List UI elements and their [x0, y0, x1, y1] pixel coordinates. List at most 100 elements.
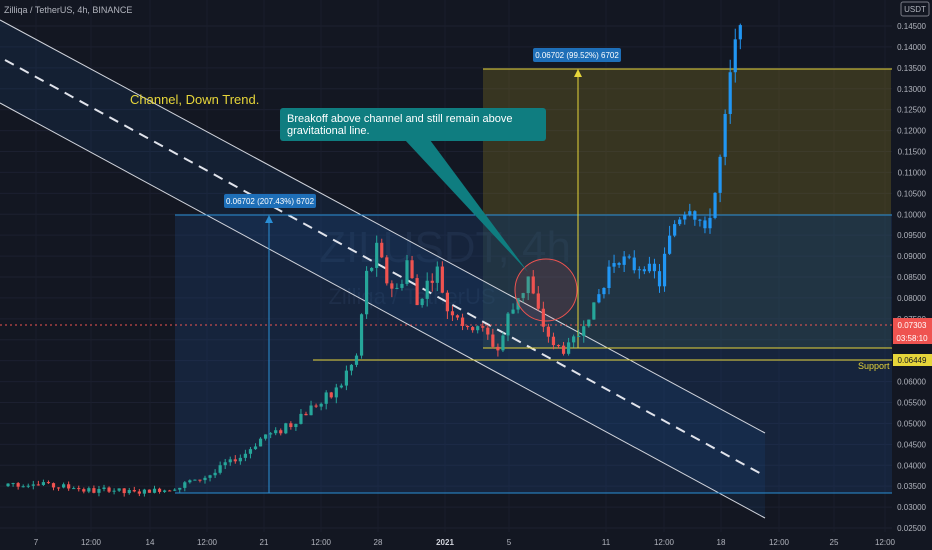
candle-body	[511, 309, 515, 314]
channel-lower-line[interactable]	[0, 102, 766, 519]
candle-body	[344, 370, 348, 386]
countdown-tag	[893, 332, 932, 344]
candle-body	[163, 490, 167, 492]
price-axis[interactable]	[892, 0, 932, 550]
breakout-highlight-circle[interactable]	[514, 258, 578, 322]
measure-label-2-bg	[533, 48, 621, 62]
price-tick-label: 0.11500	[898, 148, 927, 157]
price-axis-unit[interactable]: USDT	[904, 5, 926, 14]
price-tick-label: 0.02500	[897, 524, 926, 533]
candle-body	[445, 292, 449, 312]
candlestick-series[interactable]	[6, 23, 742, 497]
candle-body	[248, 449, 253, 454]
candle-body	[390, 283, 394, 289]
candle-body	[683, 214, 687, 220]
time-tick-label: 12:00	[875, 538, 896, 547]
candle-body	[77, 488, 81, 490]
price-tick-label: 0.10500	[897, 189, 926, 198]
measure-zone-1[interactable]	[175, 215, 932, 493]
price-tick-label: 0.08500	[897, 273, 926, 282]
measure-label-2[interactable]: 0.06702 (99.52%) 6702	[535, 51, 619, 60]
target-zone-2[interactable]	[483, 215, 891, 348]
time-tick-label: 14	[146, 538, 155, 547]
candle-body	[173, 489, 177, 491]
candle-body	[738, 25, 742, 40]
candle-body	[41, 482, 45, 485]
callout-pointer	[405, 140, 528, 272]
candle-body	[97, 489, 101, 493]
profit-zone-2[interactable]	[483, 69, 891, 215]
candle-body	[627, 256, 631, 258]
price-tick-label: 0.04500	[897, 440, 926, 449]
candle-body	[168, 490, 172, 492]
channel-label[interactable]: Channel, Down Trend.	[130, 92, 259, 107]
measure-arrowhead-1	[265, 215, 273, 223]
time-tick-label: 12:00	[81, 538, 102, 547]
candle-body	[577, 336, 581, 338]
candle-body	[218, 465, 222, 473]
candle-body	[380, 242, 384, 258]
candle-body	[637, 269, 641, 271]
measure-label-1[interactable]: 0.06702 (207.43%) 6702	[226, 197, 315, 206]
candle-body	[546, 326, 550, 337]
candle-body	[486, 327, 490, 335]
candle-body	[733, 39, 737, 73]
candle-body	[698, 219, 702, 221]
candle-body	[678, 219, 682, 225]
candle-body	[703, 220, 707, 229]
candle-body	[597, 294, 601, 303]
time-tick-label: 7	[34, 538, 39, 547]
time-tick-label: 25	[830, 538, 839, 547]
chart-title: Zilliqa / TetherUS, 4h, BINANCE	[4, 5, 132, 15]
callout-text-line-1: Breakoff above channel and still remain …	[287, 113, 512, 125]
candle-body	[319, 403, 323, 407]
candle-body	[400, 283, 404, 288]
callout-box[interactable]	[280, 108, 546, 141]
candle-body	[82, 489, 86, 492]
candle-body	[36, 484, 40, 486]
time-axis[interactable]	[0, 532, 892, 550]
candle-body	[11, 483, 15, 485]
candle-body	[258, 438, 263, 447]
candle-body	[395, 287, 399, 289]
candle-body	[572, 336, 576, 343]
candle-body	[496, 346, 500, 351]
price-tick-label: 0.08000	[897, 294, 926, 303]
candle-body	[193, 479, 197, 481]
current-price-tag	[893, 318, 932, 332]
candle-body	[309, 405, 313, 416]
channel-upper-line[interactable]	[0, 19, 766, 434]
candle-body	[455, 315, 460, 318]
candle-body	[491, 334, 495, 347]
candle-body	[279, 430, 283, 434]
candle-body	[708, 217, 712, 229]
price-tick-label: 0.12500	[897, 106, 926, 115]
channel-middle-line[interactable]	[4, 59, 766, 477]
price-tick-label: 0.09000	[897, 252, 926, 261]
candle-body	[21, 486, 25, 488]
candle-body	[385, 257, 389, 284]
candle-body	[314, 405, 318, 407]
candle-body	[127, 490, 131, 494]
price-tick-label: 0.09500	[897, 231, 926, 240]
candle-body	[87, 488, 91, 492]
candle-body	[718, 156, 722, 193]
candle-body	[375, 242, 379, 268]
candle-body	[233, 459, 237, 462]
candle-body	[294, 423, 298, 428]
support-label[interactable]: Support	[858, 361, 890, 371]
candle-body	[713, 192, 717, 218]
candle-body	[51, 483, 56, 488]
candle-body	[476, 326, 480, 331]
price-tick-label: 0.14500	[897, 22, 926, 31]
candle-body	[536, 293, 540, 309]
candle-body	[183, 482, 187, 488]
candle-body	[122, 488, 126, 494]
candle-body	[526, 276, 530, 294]
candle-body	[117, 488, 121, 491]
candle-body	[46, 482, 51, 484]
candle-body	[693, 211, 697, 220]
price-tick-label: 0.03500	[897, 482, 926, 491]
